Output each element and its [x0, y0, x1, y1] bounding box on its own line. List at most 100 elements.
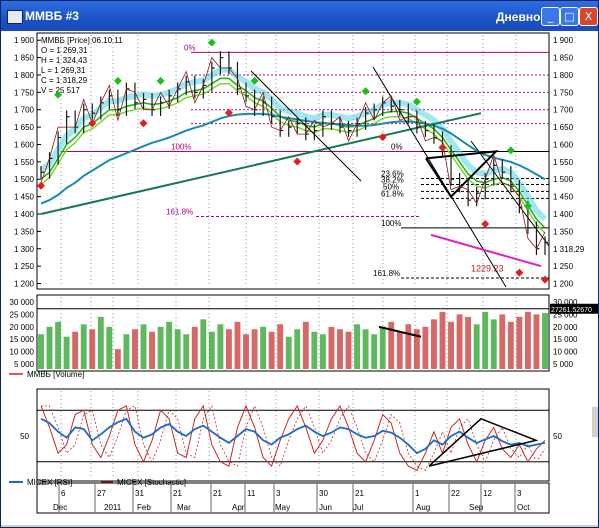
volume-bar: [268, 331, 275, 369]
price-tick-left: 1 200: [14, 280, 35, 289]
volume-bar: [533, 314, 540, 369]
price-tick-right: 1 350: [553, 227, 574, 236]
volume-bar: [225, 329, 232, 369]
price-tick-left: 1 400: [14, 210, 35, 219]
price-tick-right: 1 600: [553, 140, 574, 149]
price-tick-left: 1 800: [14, 71, 35, 80]
volume-tick-left: 25 000: [10, 310, 35, 319]
volume-bar: [80, 324, 87, 369]
chart-window-icon: [7, 10, 23, 24]
volume-bar: [388, 321, 395, 369]
price-tick-right: 1 450: [553, 193, 574, 202]
support-line-magenta: [430, 233, 542, 268]
volume-bar: [456, 314, 463, 369]
x-month-label: Jun: [319, 503, 332, 512]
minimize-button[interactable]: _: [541, 7, 560, 26]
legend-close: C = 1 318,29: [41, 76, 88, 85]
volume-bar: [371, 334, 378, 369]
x-day-label: 11: [247, 489, 256, 498]
oscillator-panel[interactable]: [36, 388, 550, 482]
x-month-label: Dec: [53, 503, 67, 512]
volume-bar: [183, 334, 190, 369]
buy-signal-marker: [54, 90, 63, 99]
volume-bar: [354, 324, 361, 369]
x-day-label: 3: [517, 489, 522, 498]
volume-bar: [63, 336, 70, 369]
price-tick-left: 1 750: [14, 88, 35, 97]
volume-bar: [405, 324, 412, 369]
maximize-button[interactable]: □: [560, 7, 579, 26]
price-tick-right: 1 318,29: [553, 245, 585, 254]
price-tick-right: 1 800: [553, 71, 574, 80]
volume-bar: [123, 334, 130, 369]
price-tick-left: 1 650: [14, 123, 35, 132]
x-month-label: Mar: [177, 503, 191, 512]
x-month-label: Jul: [353, 503, 363, 512]
close-button[interactable]: X: [579, 7, 598, 26]
price-tick-left: 1 850: [14, 54, 35, 63]
volume-trend-line: [378, 325, 422, 338]
volume-bar: [302, 321, 309, 369]
osc-tick-right: 50: [553, 432, 562, 441]
price-tick-left: 1 550: [14, 158, 35, 167]
price-legend-header: MMBБ [Price] 06.10.11: [41, 36, 123, 45]
window-title: MMBБ #3: [25, 9, 79, 23]
volume-bar: [174, 329, 181, 369]
volume-bar: [396, 331, 403, 369]
buy-signal-marker: [523, 202, 532, 211]
volume-bar: [89, 329, 96, 369]
volume-bar: [422, 326, 429, 369]
title-bar[interactable]: MMBБ #3 Дневной _ □ X: [1, 1, 598, 31]
volume-bar: [507, 321, 514, 369]
chart-area: MMBБ [Price] 06.10.11 O = 1 269,31 H = 1…: [1, 31, 598, 525]
volume-tick-left: 10 000: [10, 348, 35, 357]
volume-bar: [243, 334, 249, 369]
period-mode-label[interactable]: Дневной: [496, 10, 548, 24]
price-tick-left: 1 700: [14, 106, 35, 115]
x-month-label: Oct: [517, 503, 530, 512]
time-axis-panel: [36, 482, 550, 514]
oscillator-triangle: [428, 417, 539, 467]
ma-teal-line: [40, 112, 546, 205]
volume-bar: [38, 334, 44, 369]
volume-bar: [362, 329, 369, 369]
volume-panel[interactable]: [36, 294, 550, 372]
volume-bar: [260, 326, 267, 369]
volume-bar: [524, 311, 531, 369]
volume-bar: [431, 319, 437, 369]
buy-signal-marker: [506, 146, 515, 155]
volume-bar: [465, 316, 472, 369]
buy-signal-marker: [250, 76, 259, 85]
sell-signal-marker: [541, 275, 549, 284]
price-tick-right: 1 650: [553, 123, 574, 132]
volume-bar: [200, 319, 207, 369]
legend-low: L = 1 269,31: [41, 66, 86, 75]
volume-bar: [46, 326, 53, 369]
ma-green-line: [40, 77, 546, 229]
volume-bar: [516, 316, 523, 369]
sell-signal-marker: [293, 157, 302, 166]
volume-bar: [132, 329, 138, 369]
volume-bar: [157, 326, 164, 369]
stoch-signal-line: [41, 404, 546, 471]
x-day-label: 22: [451, 489, 460, 498]
legend-high: H = 1 324,43: [41, 56, 88, 65]
x-day-label: 21: [173, 489, 182, 498]
osc-tick-left: 50: [20, 432, 29, 441]
x-month-label: Apr: [232, 503, 245, 512]
stoch-legend-label: MICEX [Stochastic]: [117, 478, 186, 487]
price-tick-right: 1 250: [553, 262, 574, 271]
volume-bar: [311, 331, 318, 369]
price-tick-right: 1 700: [553, 106, 574, 115]
rsi-line: [40, 417, 546, 455]
price-panel[interactable]: [36, 32, 550, 290]
volume-bar: [345, 331, 352, 369]
fib-161-right-label: 161.8%: [373, 269, 400, 278]
volume-bar: [72, 331, 79, 369]
volume-last-label: 27261.52670: [551, 307, 592, 314]
fib-38-right-label: 38.2%: [381, 175, 404, 184]
price-tick-right: 1 500: [553, 175, 574, 184]
panel-scrollbar[interactable]: [592, 407, 598, 437]
x-day-label: 1: [415, 489, 420, 498]
